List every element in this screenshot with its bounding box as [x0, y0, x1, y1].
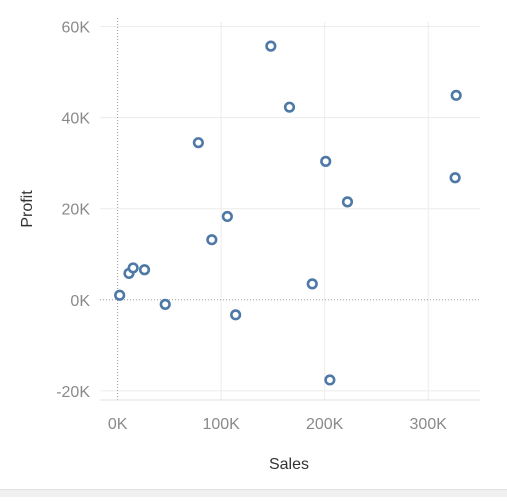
y-tick-label: 40K	[62, 111, 91, 128]
x-tick-label: 200K	[306, 416, 344, 433]
data-point[interactable]	[159, 298, 171, 310]
data-point[interactable]	[221, 210, 233, 223]
grid-lines	[100, 22, 480, 400]
data-points	[114, 40, 462, 386]
zero-lines	[100, 18, 480, 402]
data-point[interactable]	[138, 264, 151, 276]
data-point[interactable]	[306, 278, 318, 290]
axes: 0K 100K 200K 300K -20K 0K 20K 40K 60K	[56, 20, 480, 433]
data-point[interactable]	[192, 137, 204, 149]
data-point[interactable]	[206, 234, 218, 246]
data-point[interactable]	[283, 101, 296, 113]
data-point[interactable]	[265, 40, 277, 52]
data-point[interactable]	[341, 196, 354, 208]
y-tick-label: 60K	[62, 20, 91, 37]
x-tick-label: 0K	[108, 416, 128, 433]
y-tick-label: 0K	[70, 293, 90, 310]
data-point[interactable]	[450, 89, 462, 101]
y-tick-label: -20K	[56, 384, 90, 401]
bottom-scroll-strip	[0, 489, 507, 497]
data-point[interactable]	[114, 289, 126, 301]
data-point[interactable]	[230, 309, 242, 321]
x-tick-label: 300K	[410, 416, 448, 433]
y-axis-title: Profit	[19, 190, 36, 228]
x-axis-title: Sales	[269, 456, 309, 473]
data-point[interactable]	[449, 172, 461, 184]
data-point[interactable]	[127, 262, 139, 274]
data-point[interactable]	[320, 155, 332, 167]
y-tick-label: 20K	[62, 202, 91, 219]
data-point[interactable]	[324, 374, 336, 386]
x-tick-label: 100K	[202, 416, 240, 433]
